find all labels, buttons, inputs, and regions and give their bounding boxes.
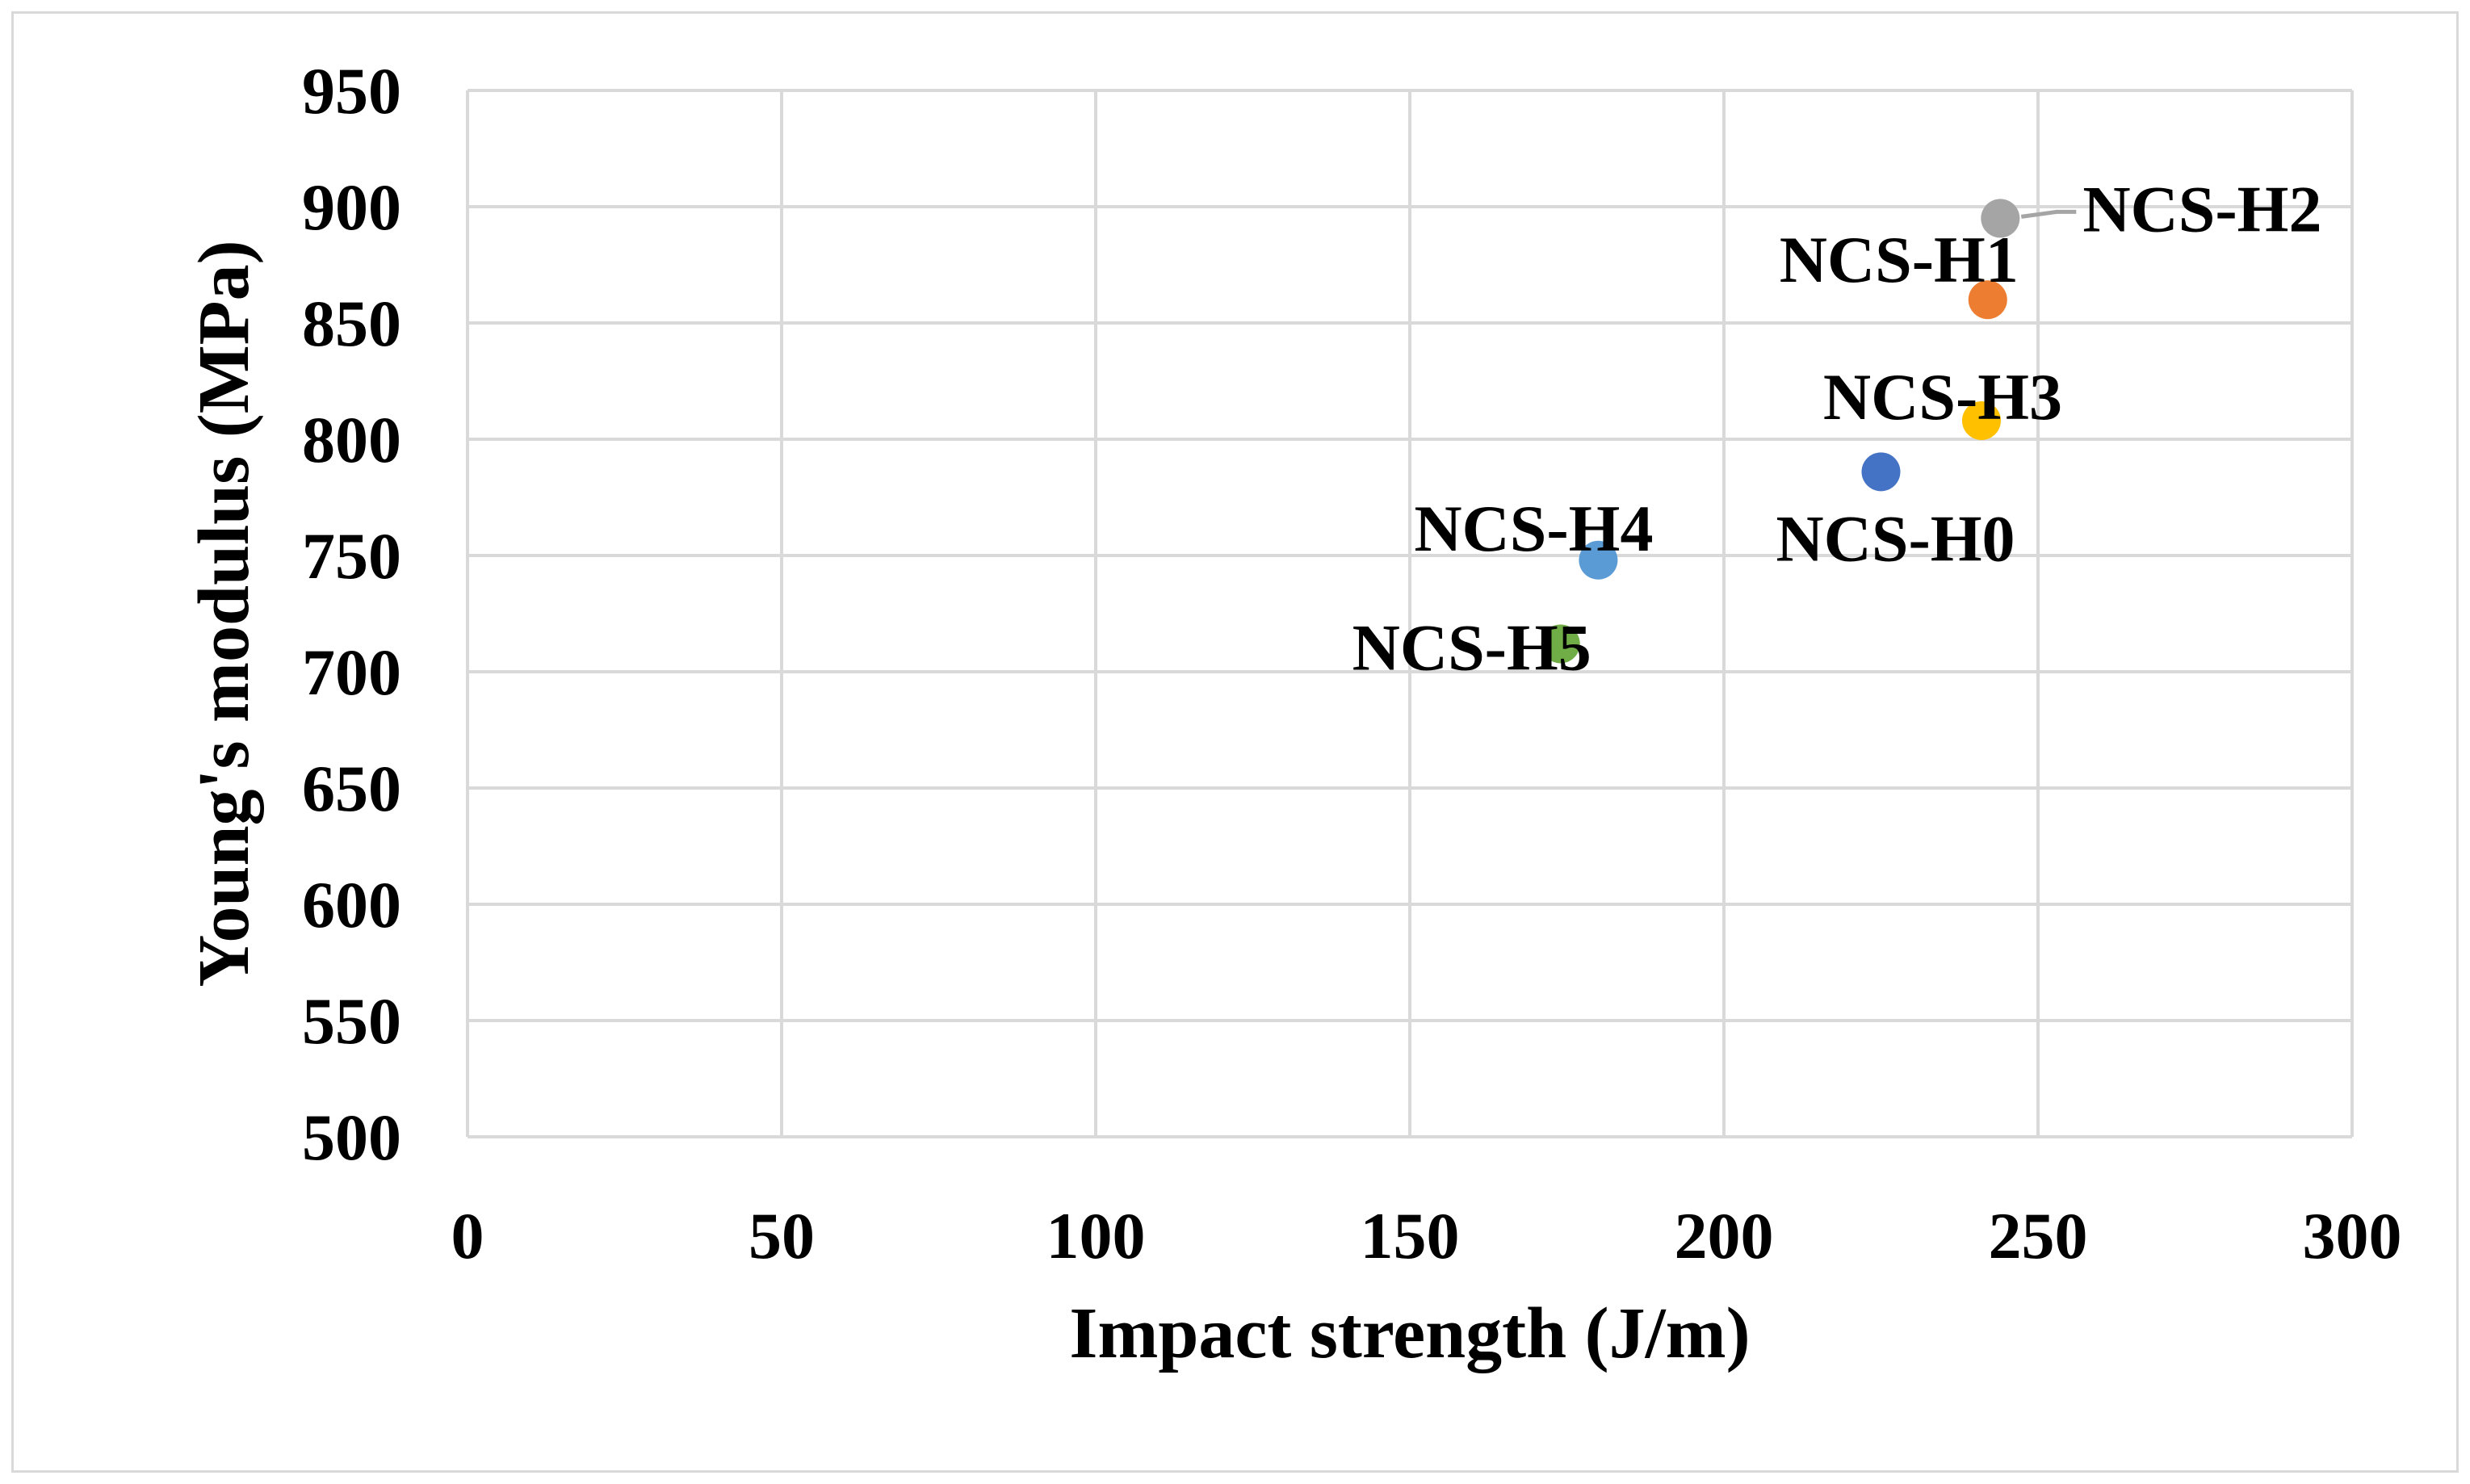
y-tick-label: 750 [302, 519, 401, 593]
y-tick-label: 500 [302, 1100, 401, 1174]
y-tick-label: 650 [302, 752, 401, 825]
y-tick-label: 800 [302, 403, 401, 476]
x-tick-label: 200 [1675, 1199, 1774, 1272]
data-label-ncs-h2: NCS-H2 [2082, 172, 2321, 245]
scatter-chart: 500 550 600 650 700 750 800 850 900 950 0 50 100 150 2… [14, 14, 2461, 1475]
y-tick-label: 950 [302, 54, 401, 128]
x-axis-title: Impact strength (J/m) [1069, 1293, 1750, 1373]
y-tick-label: 600 [302, 868, 401, 941]
x-tick-label: 250 [1989, 1199, 2088, 1272]
x-tick-label: 300 [2303, 1199, 2402, 1272]
x-tick-label: 150 [1361, 1199, 1460, 1272]
x-tick-label: 100 [1046, 1199, 1146, 1272]
data-label-ncs-h4: NCS-H4 [1414, 492, 1653, 565]
y-tick-label: 850 [302, 287, 401, 360]
y-axis-title: Young's modulus (MPa) [184, 240, 264, 987]
data-point-ncs-h0 [1862, 452, 1901, 491]
data-label-ncs-h0: NCS-H0 [1776, 501, 2015, 575]
y-tick-label: 900 [302, 170, 401, 244]
x-tick-label: 0 [451, 1199, 484, 1272]
x-tick-label: 50 [749, 1199, 815, 1272]
y-tick-label: 700 [302, 635, 401, 709]
y-tick-label: 550 [302, 984, 401, 1058]
data-label-ncs-h5: NCS-H5 [1352, 610, 1591, 684]
data-label-ncs-h3: NCS-H3 [1823, 360, 2062, 434]
data-label-ncs-h1: NCS-H1 [1780, 223, 2019, 296]
chart-frame: 500 550 600 650 700 750 800 850 900 950 0 50 100 150 2… [11, 11, 2459, 1473]
